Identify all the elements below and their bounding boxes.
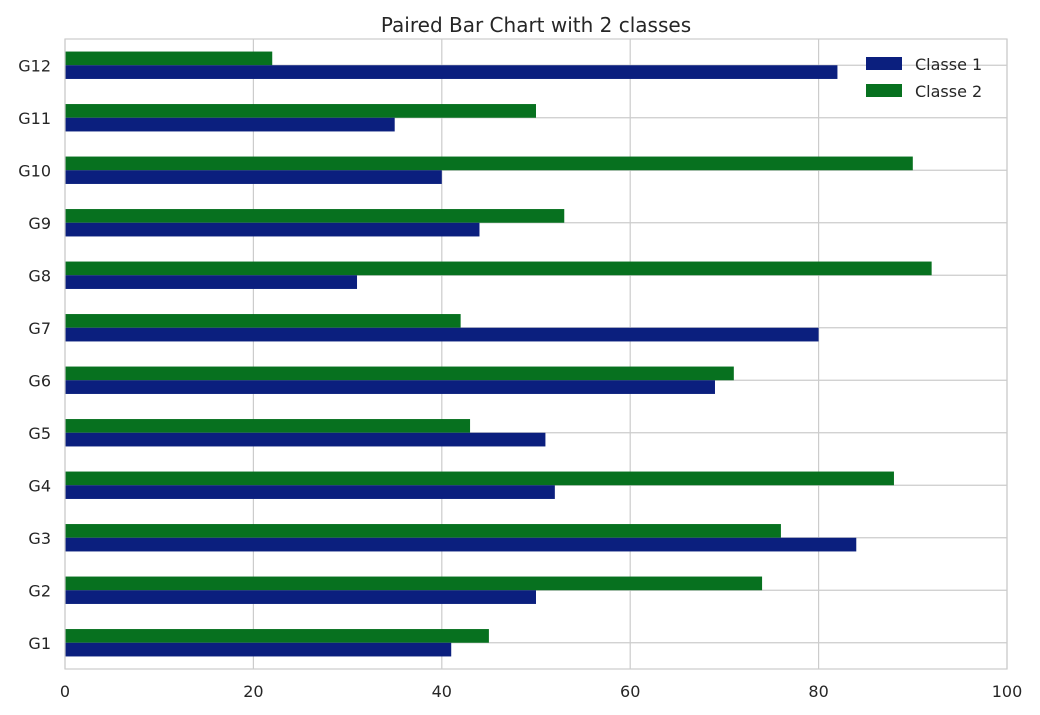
y-tick-label: G7 <box>28 319 51 338</box>
x-tick-label: 80 <box>808 682 828 701</box>
x-tick-label: 20 <box>243 682 263 701</box>
legend-swatch-classe-2 <box>866 84 902 97</box>
x-tick-label: 60 <box>620 682 640 701</box>
legend-label-classe-2: Classe 2 <box>915 82 982 101</box>
grid-lines <box>64 39 1008 669</box>
bar-classe-2 <box>65 524 781 538</box>
x-tick-labels: 0 20 40 60 80 100 <box>60 682 1022 701</box>
y-tick-label: G12 <box>18 56 51 75</box>
y-tick-label: G6 <box>28 371 51 390</box>
bar-classe-1 <box>65 642 452 657</box>
bar-classe-1 <box>65 170 442 184</box>
legend-label-classe-1: Classe 1 <box>915 55 982 74</box>
legend: Classe 1 Classe 2 <box>866 55 982 101</box>
plot-frame <box>64 38 1008 670</box>
bar-classe-2 <box>65 366 734 381</box>
bar-classe-2 <box>65 104 536 118</box>
bar-classe-2 <box>65 419 471 433</box>
y-tick-label: G9 <box>28 214 51 233</box>
bar-classe-1 <box>65 65 838 79</box>
bar-classe-2 <box>65 314 461 328</box>
y-tick-label: G1 <box>28 634 51 653</box>
bar-classe-2 <box>65 209 565 223</box>
bar-classe-2 <box>65 261 932 276</box>
bar-classe-1 <box>65 117 395 132</box>
chart-title: Paired Bar Chart with 2 classes <box>381 13 691 37</box>
bar-classe-1 <box>65 222 480 237</box>
x-tick-label: 100 <box>992 682 1023 701</box>
x-tick-label: 40 <box>432 682 452 701</box>
y-tick-label: G3 <box>28 529 51 548</box>
bar-classe-1 <box>65 432 546 447</box>
bar-classe-2 <box>65 629 489 643</box>
y-tick-label: G5 <box>28 424 51 443</box>
bar-classe-1 <box>65 327 819 342</box>
y-tick-label: G11 <box>18 109 51 128</box>
bar-classe-2 <box>65 156 913 171</box>
bars <box>65 51 932 657</box>
y-tick-labels: G1 G2 G3 G4 G5 G6 G7 G8 G9 G10 G11 G12 <box>18 56 51 653</box>
x-tick-label: 0 <box>60 682 70 701</box>
bar-classe-1 <box>65 275 358 289</box>
bar-classe-2 <box>65 471 894 486</box>
y-tick-label: G8 <box>28 266 51 285</box>
bar-classe-1 <box>65 537 857 552</box>
y-tick-label: G10 <box>18 161 51 180</box>
y-tick-label: G2 <box>28 581 51 600</box>
legend-swatch-classe-1 <box>866 57 902 70</box>
bar-classe-2 <box>65 51 273 66</box>
bar-classe-1 <box>65 485 555 499</box>
bar-classe-1 <box>65 590 536 604</box>
y-tick-label: G4 <box>28 476 51 495</box>
bar-classe-1 <box>65 380 715 394</box>
bar-classe-2 <box>65 576 763 591</box>
